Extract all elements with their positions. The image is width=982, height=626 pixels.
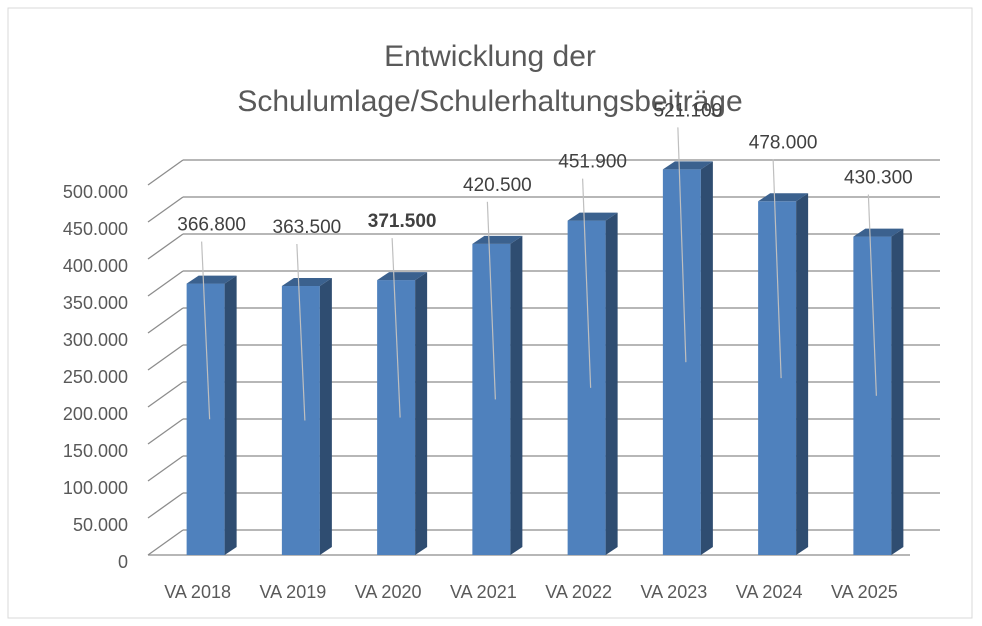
x-tick-label: VA 2019 [260,582,327,602]
leader-line [296,243,306,421]
data-label: 371.500 [368,211,437,232]
x-tick-label: VA 2025 [831,582,898,602]
y-tick-label: 300.000 [63,330,128,350]
leader-line [486,201,496,400]
grid-line [147,270,184,297]
bar-side [891,228,904,555]
y-tick-label: 200.000 [63,404,128,424]
data-label: 363.500 [273,217,342,238]
grid-line [147,344,184,371]
leader-line [201,241,211,420]
x-tick-label: VA 2021 [450,582,517,602]
leader-line [772,159,782,379]
y-tick-label: 450.000 [63,219,128,239]
bar-side [319,278,332,555]
bar-side [700,161,713,556]
chart-title: Entwicklung der [384,40,596,73]
bar-top [186,275,237,284]
leader-line [867,194,877,396]
y-tick-label: 350.000 [63,293,128,313]
grid-line [147,492,184,519]
x-tick-label: VA 2020 [355,582,422,602]
bar-side [510,235,523,555]
data-label: 420.500 [463,175,532,196]
grid-line [147,159,184,186]
x-tick-label: VA 2023 [641,582,708,602]
data-label: 478.000 [749,132,818,153]
bar-side [796,193,809,555]
grid-line [147,196,184,223]
data-label: 430.300 [844,168,913,189]
leader-line [677,127,687,363]
grid-line [147,307,184,334]
data-label: 521.100 [654,100,723,121]
leader-line [391,238,401,418]
bar-top [662,161,713,170]
x-tick-label: VA 2018 [164,582,231,602]
y-tick-label: 150.000 [63,441,128,461]
chart-title: Schulumlage/Schulerhaltungsbeiträge [237,85,742,118]
grid-line [147,233,184,260]
y-tick-label: 100.000 [63,478,128,498]
y-tick-label: 400.000 [63,256,128,276]
grid-line [147,529,184,556]
bar-side [605,212,618,555]
bar-top [377,272,428,281]
bar-top [853,228,904,237]
leader-line [582,178,592,388]
data-label: 451.900 [558,152,627,173]
data-label: 366.800 [177,215,246,236]
bar-top [758,193,809,202]
grid-line [147,418,184,445]
y-tick-label: 500.000 [63,182,128,202]
bar-side [224,275,237,555]
grid-line [147,381,184,408]
y-tick-label: 250.000 [63,367,128,387]
x-tick-label: VA 2022 [545,582,612,602]
bar-top [281,278,332,287]
bar-top [567,212,618,221]
x-tick-label: VA 2024 [736,582,803,602]
y-tick-label: 50.000 [73,515,128,535]
y-tick-label: 0 [118,552,128,572]
bar-top [472,235,523,244]
grid-line [147,455,184,482]
bar-side [415,272,428,555]
